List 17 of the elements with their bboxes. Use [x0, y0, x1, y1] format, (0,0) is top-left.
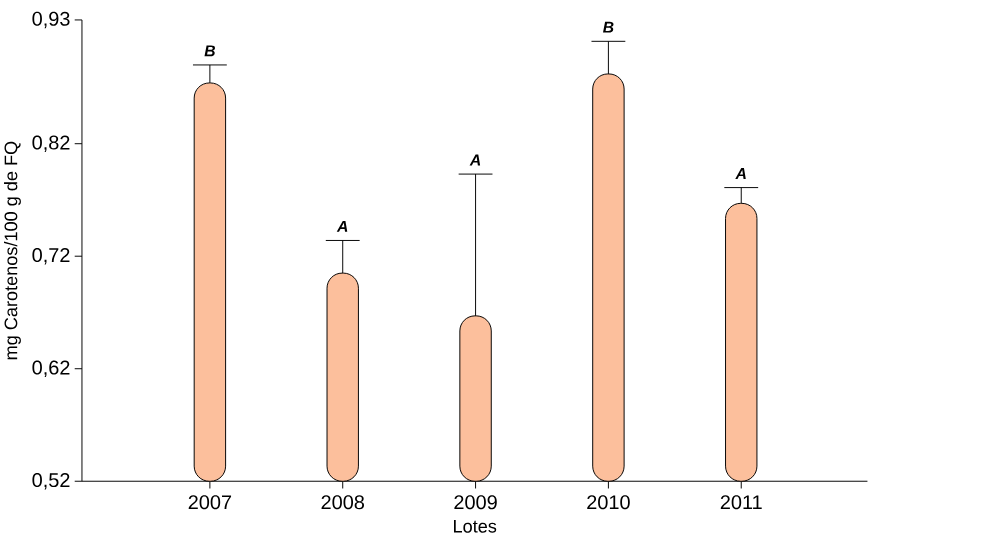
x-tick-label: 2010: [587, 495, 630, 510]
annotation: A: [336, 220, 348, 232]
y-tick-label: 0,93: [32, 11, 70, 29]
y-tick-label: 0,52: [32, 472, 70, 490]
annotation: B: [603, 21, 614, 33]
y-axis-title: mg Carotenos/100 g de FQ: [4, 141, 21, 360]
annotation: B: [204, 45, 215, 57]
y-tick-label: 0,82: [32, 135, 70, 152]
annotation: A: [735, 168, 746, 179]
x-tick-label: 2009: [454, 495, 497, 510]
x-tick-label: 2007: [188, 495, 232, 510]
y-tick-label: 0,72: [32, 247, 70, 265]
x-tick-label: 2011: [720, 495, 762, 510]
annotation: A: [469, 154, 481, 166]
y-tick-label: 0,62: [32, 360, 70, 377]
x-tick-label: 2008: [321, 495, 365, 510]
x-axis-title: Lotes: [454, 519, 497, 533]
